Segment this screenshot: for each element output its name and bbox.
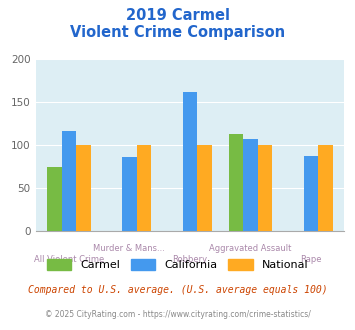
Bar [318,145,333,231]
Bar [258,145,272,231]
Bar [137,145,151,231]
Bar [61,131,76,231]
Text: Rape: Rape [300,255,322,264]
Bar [229,134,243,231]
Bar [122,157,137,231]
Bar [76,145,91,231]
Text: Aggravated Assault: Aggravated Assault [209,244,292,253]
Text: © 2025 CityRating.com - https://www.cityrating.com/crime-statistics/: © 2025 CityRating.com - https://www.city… [45,310,310,319]
Bar [47,167,61,231]
Text: 2019 Carmel: 2019 Carmel [126,8,229,23]
Legend: Carmel, California, National: Carmel, California, National [42,255,313,275]
Text: Robbery: Robbery [173,255,207,264]
Bar [304,156,318,231]
Bar [243,139,258,231]
Bar [183,92,197,231]
Text: Violent Crime Comparison: Violent Crime Comparison [70,25,285,40]
Text: All Violent Crime: All Violent Crime [34,255,104,264]
Bar [197,145,212,231]
Text: Compared to U.S. average. (U.S. average equals 100): Compared to U.S. average. (U.S. average … [28,285,327,295]
Text: Murder & Mans...: Murder & Mans... [93,244,165,253]
